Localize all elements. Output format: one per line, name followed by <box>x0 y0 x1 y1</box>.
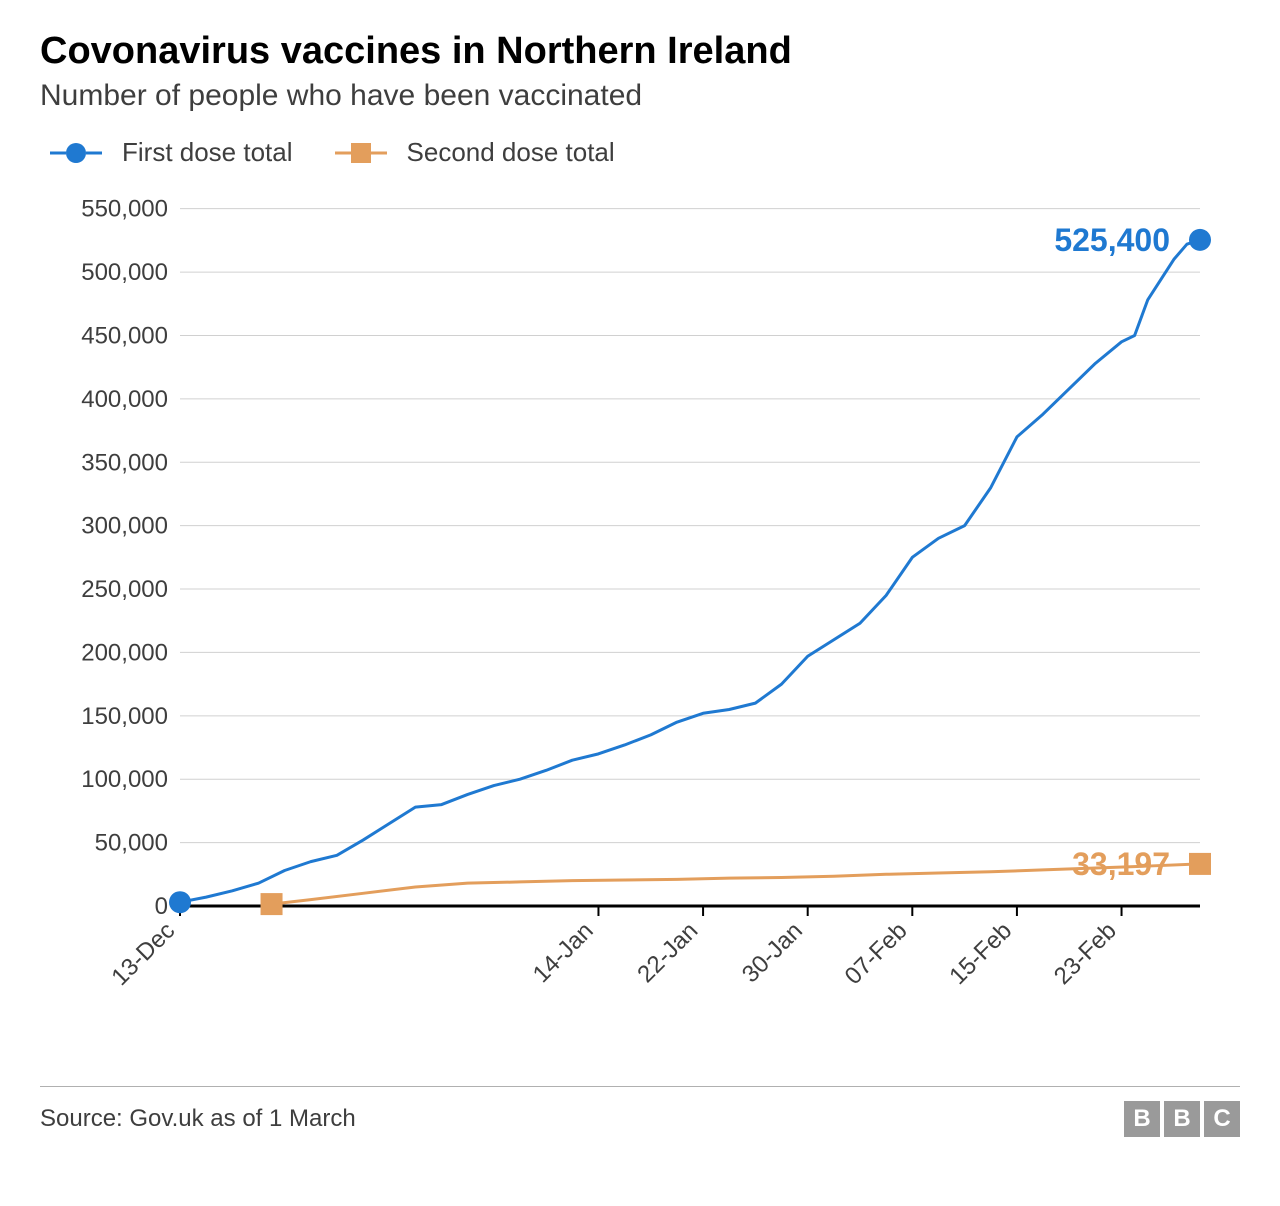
legend-item-first-dose: First dose total <box>40 137 293 168</box>
svg-text:525,400: 525,400 <box>1054 222 1170 258</box>
svg-text:250,000: 250,000 <box>81 576 168 603</box>
chart-svg: 0 50,000 100,000 150,000 200,000 250,000 300,0… <box>40 186 1240 1046</box>
svg-text:23-Feb: 23-Feb <box>1049 917 1122 990</box>
svg-text:500,000: 500,000 <box>81 259 168 286</box>
bbc-logo-letter: B <box>1124 1101 1160 1137</box>
legend-label: Second dose total <box>407 137 615 168</box>
svg-text:14-Jan: 14-Jan <box>528 917 599 988</box>
svg-text:400,000: 400,000 <box>81 386 168 413</box>
svg-text:150,000: 150,000 <box>81 703 168 730</box>
chart-subtitle: Number of people who have been vaccinate… <box>40 79 1240 113</box>
source-text: Source: Gov.uk as of 1 March <box>40 1105 356 1133</box>
svg-text:22-Jan: 22-Jan <box>632 917 703 988</box>
svg-text:300,000: 300,000 <box>81 513 168 540</box>
bbc-logo: B B C <box>1124 1101 1240 1137</box>
square-marker-icon <box>351 143 371 163</box>
svg-text:50,000: 50,000 <box>95 830 168 857</box>
chart-footer: Source: Gov.uk as of 1 March B B C <box>40 1086 1240 1137</box>
svg-text:450,000: 450,000 <box>81 322 168 349</box>
svg-text:15-Feb: 15-Feb <box>944 917 1017 990</box>
legend-label: First dose total <box>122 137 293 168</box>
svg-text:33,197: 33,197 <box>1072 846 1170 882</box>
svg-text:200,000: 200,000 <box>81 639 168 666</box>
chart-title: Covonavirus vaccines in Northern Ireland <box>40 30 1240 73</box>
svg-text:550,000: 550,000 <box>81 196 168 223</box>
legend-item-second-dose: Second dose total <box>325 137 615 168</box>
legend: First dose total Second dose total <box>40 137 1240 168</box>
svg-text:100,000: 100,000 <box>81 766 168 793</box>
bbc-logo-letter: C <box>1204 1101 1240 1137</box>
svg-text:13-Dec: 13-Dec <box>106 917 180 991</box>
circle-marker-icon <box>66 143 86 163</box>
svg-text:07-Feb: 07-Feb <box>840 917 913 990</box>
svg-text:350,000: 350,000 <box>81 449 168 476</box>
chart-plot: 0 50,000 100,000 150,000 200,000 250,000 300,0… <box>40 186 1240 1046</box>
svg-text:30-Jan: 30-Jan <box>737 917 808 988</box>
bbc-logo-letter: B <box>1164 1101 1200 1137</box>
svg-text:0: 0 <box>155 893 168 920</box>
